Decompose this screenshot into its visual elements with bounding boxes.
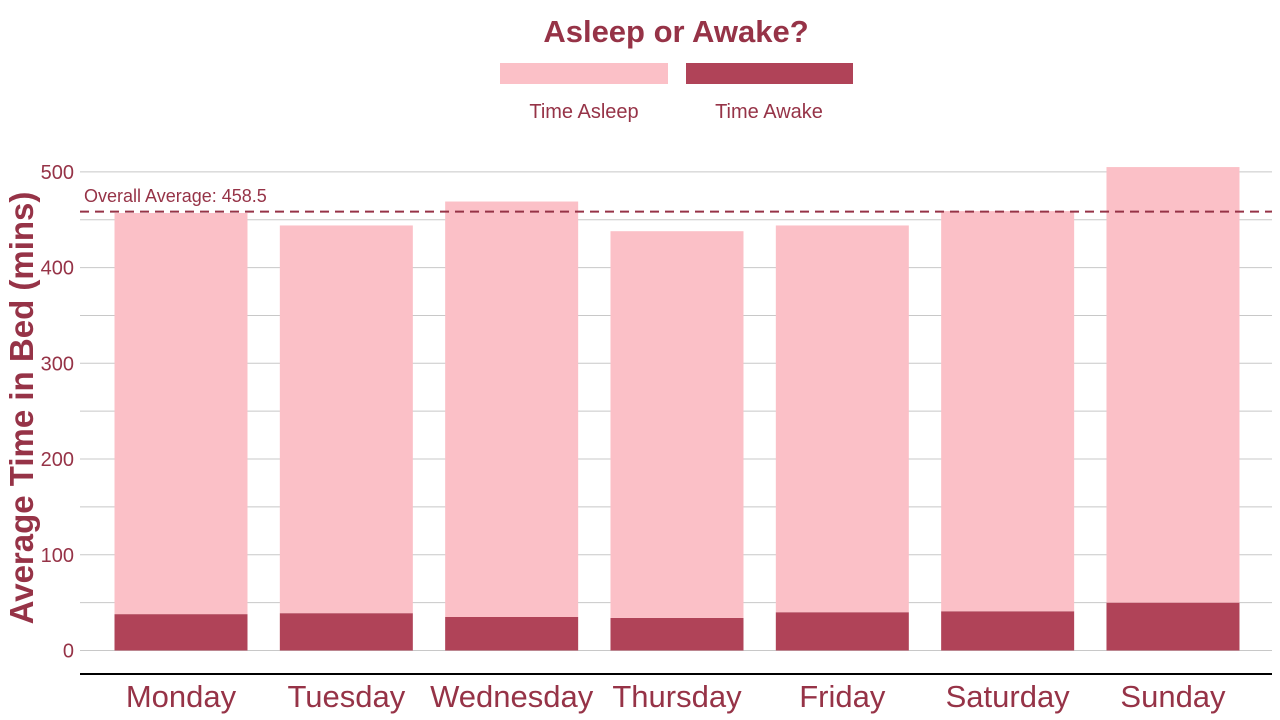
y-tick-label: 0 — [63, 641, 74, 663]
y-axis-label: Average Time in Bed (mins) — [3, 192, 40, 625]
x-tick-label: Thursday — [612, 679, 742, 714]
x-tick-label: Tuesday — [287, 679, 405, 714]
x-tick-label: Monday — [126, 679, 237, 714]
y-axis-ticks: 0 100 200 300 400 500 — [41, 162, 74, 663]
bars — [114, 167, 1240, 651]
bar-time-awake-sunday — [1106, 602, 1240, 651]
bar-time-awake-friday — [775, 612, 909, 651]
bar-time-asleep-monday — [114, 213, 248, 615]
bar-time-awake-monday — [114, 614, 248, 651]
bar-time-asleep-friday — [775, 225, 909, 613]
bar-time-awake-thursday — [610, 617, 744, 651]
bar-time-asleep-saturday — [941, 211, 1075, 612]
legend-swatch-time-asleep — [500, 63, 668, 84]
bar-time-asleep-wednesday — [445, 201, 579, 617]
bar-time-asleep-thursday — [610, 231, 744, 618]
bar-time-awake-saturday — [941, 611, 1075, 651]
legend-label-time-awake: Time Awake — [715, 101, 823, 123]
bar-time-asleep-sunday — [1106, 167, 1240, 603]
x-tick-label: Friday — [799, 679, 886, 714]
average-reference-label: Overall Average: 458.5 — [84, 186, 267, 206]
x-tick-label: Saturday — [946, 679, 1071, 714]
legend-label-time-asleep: Time Asleep — [529, 101, 638, 123]
x-tick-label: Wednesday — [430, 679, 594, 714]
y-tick-label: 100 — [41, 545, 74, 567]
x-axis-ticks: Monday Tuesday Wednesday Thursday Friday Satu… — [126, 679, 1226, 714]
bar-time-awake-wednesday — [445, 616, 579, 651]
legend: Time Asleep Time Awake — [500, 63, 853, 123]
chart-title: Asleep or Awake? — [543, 14, 808, 49]
bar-time-asleep-tuesday — [279, 225, 413, 614]
y-tick-label: 300 — [41, 353, 74, 375]
x-tick-label: Sunday — [1120, 679, 1226, 714]
y-tick-label: 400 — [41, 258, 74, 280]
y-tick-label: 200 — [41, 449, 74, 471]
y-tick-label: 500 — [41, 162, 74, 184]
legend-swatch-time-awake — [686, 63, 853, 84]
bar-time-awake-tuesday — [279, 613, 413, 651]
